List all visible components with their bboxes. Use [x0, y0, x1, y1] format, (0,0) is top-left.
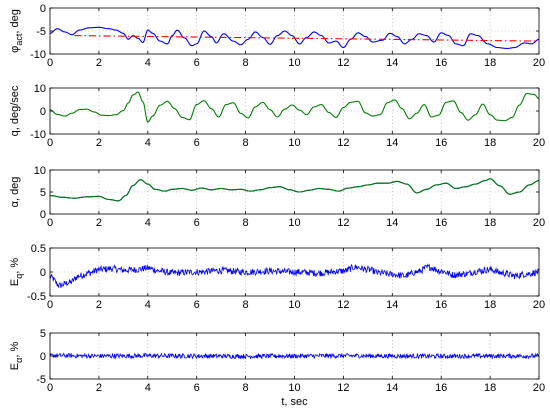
x-tick-label: 20 — [533, 382, 545, 394]
x-tick-label: 14 — [386, 57, 398, 69]
x-tick-label: 10 — [288, 299, 300, 311]
x-tick-label: 4 — [145, 137, 151, 149]
panel-4: 0 2 4 6 8 10 12 14 16 18 20-0.500.5Eq, % — [9, 243, 545, 311]
x-tick-label: 18 — [484, 299, 496, 311]
x-tick-label: 2 — [96, 137, 102, 149]
y-tick-label: 0 — [40, 3, 46, 15]
x-tick-label: 10 — [288, 382, 300, 394]
y-tick-label: -0.5 — [27, 291, 46, 303]
x-tick-label: 12 — [337, 382, 349, 394]
x-tick-label: 6 — [194, 299, 200, 311]
y-axis-label: φact, deg — [9, 9, 24, 53]
y-axis-label: Eq, % — [9, 258, 24, 286]
x-tick-label: 6 — [194, 57, 200, 69]
y-tick-label: 0 — [40, 209, 46, 221]
x-tick-label: 2 — [96, 57, 102, 69]
y-tick-label: 0 — [40, 267, 46, 279]
x-tick-label: 16 — [435, 299, 447, 311]
x-tick-label: 0 — [47, 217, 53, 229]
y-tick-label: 0.5 — [31, 243, 46, 255]
x-tick-label: 20 — [533, 57, 545, 69]
x-tick-label: 4 — [145, 299, 151, 311]
x-tick-label: 14 — [386, 137, 398, 149]
y-tick-label: 5 — [40, 187, 46, 199]
x-tick-label: 16 — [435, 217, 447, 229]
x-tick-label: 10 — [288, 137, 300, 149]
x-tick-label: 18 — [484, 382, 496, 394]
x-tick-label: 20 — [533, 137, 545, 149]
x-tick-label: 8 — [243, 217, 249, 229]
y-tick-label: -10 — [30, 129, 46, 141]
x-tick-label: 16 — [435, 137, 447, 149]
series-line-1 — [49, 352, 540, 360]
x-tick-label: 8 — [243, 57, 249, 69]
x-tick-label: 6 — [194, 137, 200, 149]
x-tick-label: 0 — [47, 299, 53, 311]
x-tick-label: 2 — [96, 382, 102, 394]
y-tick-label: 10 — [34, 165, 46, 177]
x-tick-label: 0 — [47, 137, 53, 149]
x-tick-label: 4 — [145, 217, 151, 229]
x-tick-label: 18 — [484, 57, 496, 69]
y-tick-label: -5 — [36, 26, 46, 38]
y-tick-label: -5 — [36, 374, 46, 386]
x-tick-label: 18 — [484, 217, 496, 229]
y-tick-label: -10 — [30, 49, 46, 61]
y-tick-label: 5 — [40, 328, 46, 340]
y-axis-label: q, deg/sec — [9, 85, 21, 136]
x-tick-label: 8 — [243, 382, 249, 394]
x-tick-label: 0 — [47, 57, 53, 69]
series-line-2 — [74, 35, 540, 42]
y-axis-label: Eα, % — [9, 342, 24, 371]
y-tick-label: 10 — [34, 83, 46, 95]
x-tick-label: 2 — [96, 299, 102, 311]
x-tick-label: 4 — [145, 382, 151, 394]
x-tick-label: 20 — [533, 299, 545, 311]
series-line-2 — [49, 178, 540, 202]
x-tick-label: 20 — [533, 217, 545, 229]
y-axis-label: α, deg — [9, 177, 21, 208]
x-tick-label: 12 — [337, 137, 349, 149]
x-axis-label: t, sec — [281, 396, 308, 408]
y-tick-label: 0 — [40, 351, 46, 363]
x-tick-label: 14 — [386, 382, 398, 394]
x-tick-label: 18 — [484, 137, 496, 149]
x-tick-label: 10 — [288, 217, 300, 229]
x-tick-label: 6 — [194, 217, 200, 229]
x-tick-label: 12 — [337, 299, 349, 311]
x-tick-label: 4 — [145, 57, 151, 69]
series-line-1 — [49, 91, 540, 123]
panel-1: 0 2 4 6 8 10 12 14 16 18 20 -10 -5 0 φact, deg — [9, 3, 545, 69]
x-tick-label: 16 — [435, 382, 447, 394]
x-tick-label: 12 — [337, 217, 349, 229]
x-tick-label: 2 — [96, 217, 102, 229]
x-tick-label: 14 — [386, 217, 398, 229]
x-tick-label: 8 — [243, 299, 249, 311]
panel-3: 0 2 4 6 8 10 12 14 16 18 20 0 5 10 α, deg — [9, 165, 545, 229]
x-tick-label: 6 — [194, 382, 200, 394]
x-tick-label: 8 — [243, 137, 249, 149]
x-tick-label: 10 — [288, 57, 300, 69]
series-line-1 — [49, 263, 540, 289]
x-tick-label: 0 — [47, 382, 53, 394]
x-tick-label: 14 — [386, 299, 398, 311]
x-tick-label: 16 — [435, 57, 447, 69]
x-tick-label: 12 — [337, 57, 349, 69]
y-tick-label: 0 — [40, 106, 46, 118]
